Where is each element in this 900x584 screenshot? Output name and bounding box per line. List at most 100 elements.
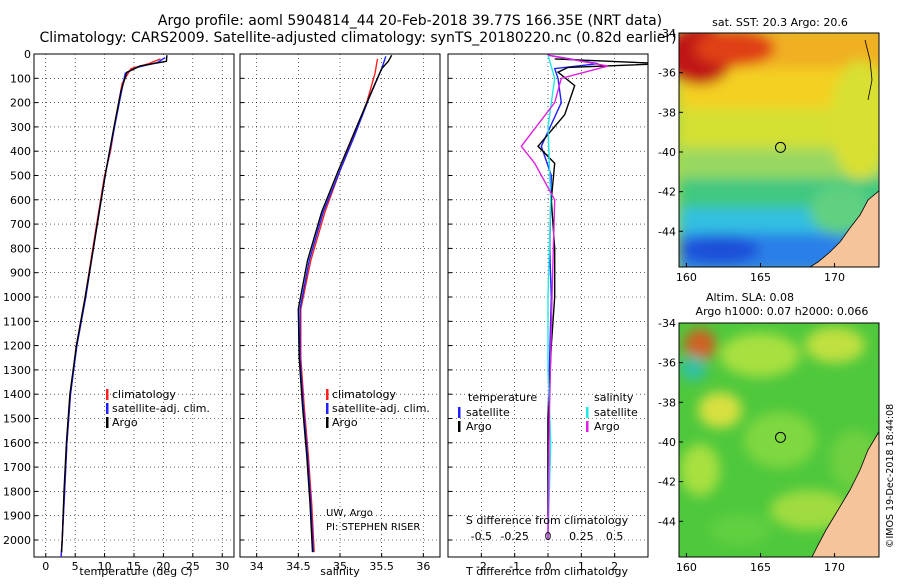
legend-swatch <box>106 389 109 400</box>
series-line-s-argo <box>520 54 609 541</box>
x-tick-label: 35.5 <box>369 560 394 573</box>
x-tick-label: 0 <box>42 560 49 573</box>
y-tick-label: 800 <box>10 242 31 255</box>
y-tick-label: 200 <box>10 97 31 110</box>
x-tick-label: 5 <box>72 560 79 573</box>
legend-label: satellite <box>594 406 638 419</box>
s-tick-label: 0 <box>545 530 552 543</box>
legend-swatch <box>458 407 461 418</box>
series-line-argo <box>60 55 168 553</box>
y-tick-label: 700 <box>10 218 31 231</box>
credit-line2: PI: STEPHEN RISER <box>326 522 420 533</box>
map-y-tick-label: -44 <box>658 225 676 238</box>
map-x-tick-label: 165 <box>750 271 771 284</box>
y-tick-label: 1500 <box>3 412 31 425</box>
y-tick-label: 300 <box>10 121 31 134</box>
x-tick-label: -2 <box>476 560 487 573</box>
s-tick-label: 0.25 <box>569 530 594 543</box>
y-tick-label: 1600 <box>3 437 31 450</box>
y-tick-label: 2000 <box>3 534 31 547</box>
legend-title-salinity: salinity <box>594 391 634 404</box>
sla-map-title-line2: Argo h1000: 0.07 h2000: 0.066 <box>696 305 869 318</box>
sst-map-title: sat. SST: 20.3 Argo: 20.6 <box>712 16 848 29</box>
sla-field <box>679 327 879 546</box>
series-line-t-argo <box>537 58 648 516</box>
temperature-xlabel: temperature (deg C) <box>79 565 192 578</box>
legend-label: satellite-adj. clim. <box>112 402 210 415</box>
x-tick-label: 20 <box>156 560 170 573</box>
x-tick-label: 34.5 <box>286 560 311 573</box>
x-tick-label: 10 <box>98 560 112 573</box>
y-tick-label: 1400 <box>3 388 31 401</box>
y-tick-label: 900 <box>10 267 31 280</box>
credit-line1: UW, Argo <box>326 508 373 519</box>
sst-profile-marker <box>774 141 786 153</box>
sla-map: Altim. SLA: 0.08 Argo h1000: 0.07 h2000:… <box>658 291 880 574</box>
salinity-panel: 34 34.5 35 35.5 36 salinity climatologysatel… <box>239 53 441 578</box>
map-y-tick-label: -36 <box>658 67 676 80</box>
map-y-tick-label: -34 <box>658 27 676 40</box>
legend-swatch <box>326 403 329 414</box>
x-tick-label: 35 <box>333 560 347 573</box>
s-difference-label: S difference from climatology <box>466 514 629 527</box>
x-tick-label: 2 <box>611 560 618 573</box>
y-tick-label: 100 <box>10 72 31 85</box>
x-tick-label: 1 <box>578 560 585 573</box>
legend-swatch <box>106 417 109 428</box>
map-x-tick-label: 170 <box>824 561 845 574</box>
series-line-s-satellite <box>547 55 556 541</box>
series-line-argo <box>297 54 393 553</box>
s-tick-label: -0.5 <box>471 530 492 543</box>
legend-swatch <box>586 407 589 418</box>
y-tick-label: 600 <box>10 194 31 207</box>
salinity-xlabel: salinity <box>320 565 360 578</box>
map-y-tick-label: -34 <box>658 317 676 330</box>
map-y-tick-label: -40 <box>658 436 676 449</box>
map-y-tick-label: -42 <box>658 186 676 199</box>
legend-title-temperature: temperature <box>468 391 537 404</box>
figure-title-line1: Argo profile: aoml 5904814_44 20-Feb-201… <box>158 13 662 29</box>
map-y-tick-label: -40 <box>658 146 676 159</box>
y-tick-label: 1100 <box>3 315 31 328</box>
legend-swatch <box>326 417 329 428</box>
map-x-tick-label: 160 <box>676 561 697 574</box>
legend-label: satellite <box>466 406 510 419</box>
t-difference-label: T difference from climatology <box>465 565 628 578</box>
sst-land <box>809 190 879 267</box>
legend-label: Argo <box>594 420 620 433</box>
legend-swatch <box>458 421 461 432</box>
legend-label: Argo <box>112 416 138 429</box>
temperature-panel: 0100200300400500600700800900100011001200… <box>3 48 235 578</box>
x-tick-label: -1 <box>509 560 520 573</box>
x-tick-label: 34 <box>250 560 264 573</box>
y-tick-label: 400 <box>10 145 31 158</box>
sst-field <box>679 33 879 267</box>
sla-map-title-line1: Altim. SLA: 0.08 <box>706 291 794 304</box>
y-tick-label: 0 <box>24 48 31 61</box>
x-tick-label: 30 <box>215 560 229 573</box>
legend-label: climatology <box>332 388 396 401</box>
sla-land <box>811 430 879 557</box>
sst-map: sat. SST: 20.3 Argo: 20.6 160 1 <box>658 16 880 284</box>
map-y-tick-label: -38 <box>658 396 676 409</box>
y-tick-label: 1000 <box>3 291 31 304</box>
legend-swatch <box>326 389 329 400</box>
x-tick-label: 25 <box>186 560 200 573</box>
y-tick-label: 1200 <box>3 340 31 353</box>
map-y-tick-label: -38 <box>658 106 676 119</box>
map-y-tick-label: -44 <box>658 515 676 528</box>
y-tick-label: 1900 <box>3 510 31 523</box>
map-x-tick-label: 170 <box>824 271 845 284</box>
x-tick-label: 15 <box>127 560 141 573</box>
difference-panel: -2 -1 0 1 2 S difference from climatology -0… <box>447 53 649 578</box>
legend-label: Argo <box>332 416 358 429</box>
y-tick-label: 1800 <box>3 485 31 498</box>
y-tick-label: 500 <box>10 169 31 182</box>
legend-swatch <box>586 421 589 432</box>
map-x-tick-label: 165 <box>750 561 771 574</box>
legend-label: satellite-adj. clim. <box>332 402 430 415</box>
difference-legend: temperaturesatelliteArgosalinitysatellit… <box>458 391 638 433</box>
